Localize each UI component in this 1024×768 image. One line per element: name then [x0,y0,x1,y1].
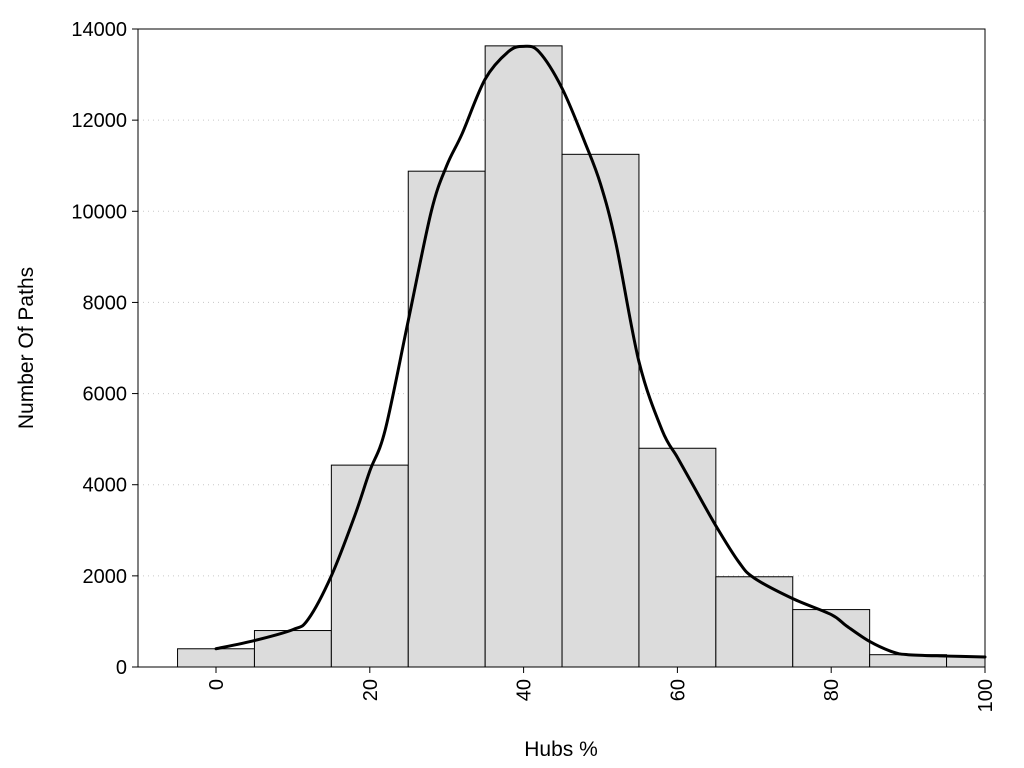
y-tick-label: 6000 [83,384,128,406]
y-tick-label: 4000 [83,475,128,497]
y-tick-label: 2000 [83,566,128,588]
histogram-bar [638,447,717,668]
histogram-bar [177,648,255,668]
y-axis-ticks: 0 2000 4000 6000 8000 10000 12000 14000 [71,19,138,679]
y-axis-title: Number Of Paths [15,267,38,429]
y-tick-label: 0 [116,657,127,679]
x-tick-label: 0 [206,679,228,690]
histogram-bar [330,464,409,668]
y-tick-label: 12000 [71,110,127,132]
x-tick-label: 100 [975,679,997,712]
histogram-bar [407,170,486,668]
y-tick-label: 10000 [71,201,127,223]
grid-lines [138,119,985,577]
plot-frame [137,28,986,668]
density-curve-line [214,44,987,659]
x-tick-label: 40 [514,679,536,701]
x-axis-ticks: 0 20 40 60 80 100 [206,667,997,712]
density-curve [214,44,987,659]
x-tick-label: 60 [667,679,689,701]
histogram-bar [715,576,794,668]
histogram-bar [484,45,563,668]
x-tick-label: 80 [821,679,843,701]
histogram-bar [253,630,332,668]
histogram-bar [561,153,640,668]
histogram-bars [177,45,986,668]
histogram-bar [792,609,871,668]
y-tick-label: 8000 [83,292,128,314]
x-axis-title: Hubs % [524,738,598,761]
x-tick-label: 20 [360,679,382,701]
y-tick-label: 14000 [71,19,127,41]
